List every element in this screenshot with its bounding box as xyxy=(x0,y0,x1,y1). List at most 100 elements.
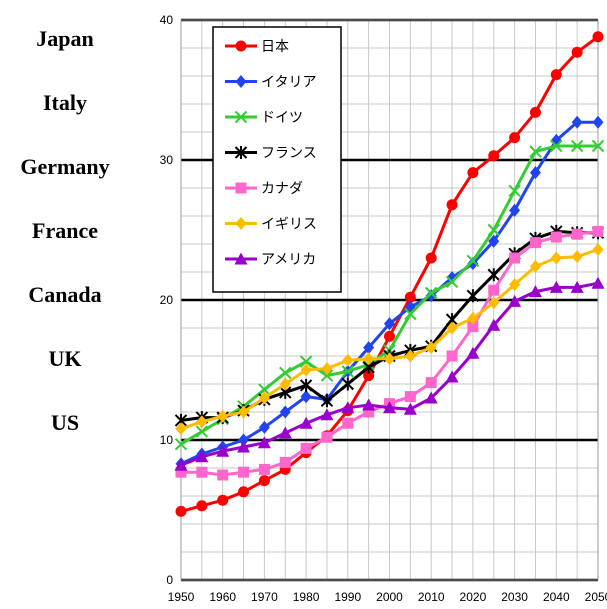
x-tick-label: 2010 xyxy=(418,590,445,604)
legend-label: ドイツ xyxy=(261,110,303,126)
data-point xyxy=(528,285,542,298)
data-point xyxy=(425,252,437,264)
data-point xyxy=(279,377,291,391)
data-point xyxy=(550,69,562,81)
data-point xyxy=(509,278,521,292)
x-tick-label: 2020 xyxy=(460,590,487,604)
y-tick-label: 30 xyxy=(160,153,174,167)
y-tick-label: 10 xyxy=(160,433,174,447)
data-point xyxy=(446,199,458,211)
data-point xyxy=(466,254,480,268)
data-point xyxy=(509,252,521,264)
data-point xyxy=(300,363,312,377)
data-point xyxy=(363,406,375,418)
data-point xyxy=(424,391,438,404)
data-point xyxy=(363,370,375,382)
data-point xyxy=(487,318,501,331)
data-point xyxy=(175,505,187,517)
data-point xyxy=(300,390,312,404)
data-point xyxy=(424,286,438,300)
data-point xyxy=(217,469,229,481)
data-point xyxy=(363,341,375,355)
data-point xyxy=(446,350,458,362)
data-point xyxy=(363,352,375,366)
data-point xyxy=(467,257,479,271)
data-point xyxy=(299,355,313,368)
data-point xyxy=(529,259,541,273)
data-point xyxy=(235,217,247,230)
data-point xyxy=(487,268,500,282)
legend-entry: 日本 xyxy=(225,39,289,55)
data-point xyxy=(175,422,187,436)
data-point xyxy=(467,167,479,179)
chart-series xyxy=(174,31,605,517)
data-point xyxy=(571,115,583,129)
x-tick-label: 1970 xyxy=(251,590,278,604)
data-point xyxy=(592,31,604,43)
data-point xyxy=(488,234,500,248)
data-point xyxy=(217,409,229,423)
legend-label: アメリカ xyxy=(261,252,316,268)
legend-label: 日本 xyxy=(261,39,289,55)
data-point xyxy=(300,442,312,454)
data-point xyxy=(487,223,500,237)
data-point xyxy=(571,250,583,264)
data-point xyxy=(445,275,459,289)
data-point xyxy=(279,405,291,419)
data-point xyxy=(342,417,354,429)
data-point xyxy=(509,132,521,144)
x-tick-label: 1950 xyxy=(168,590,195,604)
data-point xyxy=(341,365,355,378)
data-point xyxy=(238,486,250,498)
data-point xyxy=(570,139,584,153)
data-point xyxy=(195,450,209,463)
data-point xyxy=(488,296,500,310)
data-point xyxy=(592,115,604,129)
data-point xyxy=(258,383,271,396)
data-point xyxy=(508,294,522,307)
legend-entry: イタリア xyxy=(225,75,316,91)
data-point xyxy=(550,251,562,265)
country-english-labels: Japan Italy Germany France Canada UK US xyxy=(0,0,140,609)
data-point xyxy=(529,145,542,158)
data-point xyxy=(383,401,396,414)
data-point xyxy=(320,394,334,408)
data-point xyxy=(404,291,416,303)
data-point xyxy=(571,228,583,240)
data-point xyxy=(529,237,541,249)
data-point xyxy=(234,252,248,265)
data-point xyxy=(216,444,230,457)
legend-box xyxy=(212,26,342,293)
data-point xyxy=(509,203,521,217)
data-point xyxy=(404,391,416,403)
data-point xyxy=(466,289,480,303)
data-point xyxy=(384,352,395,366)
data-point xyxy=(341,377,355,391)
x-tick-label: 2040 xyxy=(543,590,570,604)
data-point xyxy=(195,425,209,438)
data-point xyxy=(488,150,500,162)
data-point xyxy=(235,75,247,88)
y-tick-label: 40 xyxy=(160,13,174,27)
data-point xyxy=(467,321,479,333)
data-point xyxy=(279,366,292,380)
data-point xyxy=(235,182,247,194)
label-italy: Italy xyxy=(43,90,87,115)
data-point xyxy=(592,243,604,257)
x-tick-label: 2030 xyxy=(501,590,528,604)
data-point xyxy=(258,420,270,434)
data-point xyxy=(404,307,417,321)
data-point xyxy=(174,458,188,471)
x-tick-label: 1980 xyxy=(293,590,320,604)
data-point xyxy=(342,353,354,367)
data-point xyxy=(362,398,376,411)
x-tick-label: 2050 xyxy=(585,590,607,604)
data-point xyxy=(404,349,416,363)
data-point xyxy=(258,463,270,475)
legend-entry: アメリカ xyxy=(225,252,316,268)
legend-entry: フランス xyxy=(225,146,317,162)
data-point xyxy=(467,311,479,325)
data-point xyxy=(258,391,270,405)
data-point xyxy=(279,456,291,468)
